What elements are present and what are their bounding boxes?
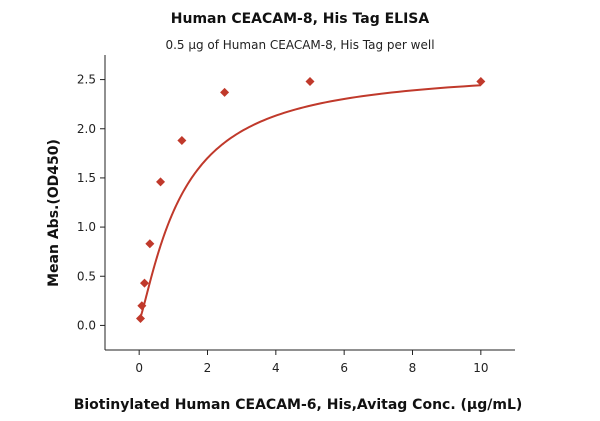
y-tick-label: 2.5	[77, 73, 96, 87]
y-axis-label: Mean Abs.(OD450)	[46, 139, 62, 287]
x-tick-label: 4	[272, 361, 280, 375]
x-tick-label: 0	[135, 361, 143, 375]
chart-subtitle: 0.5 μg of Human CEACAM-8, His Tag per we…	[165, 38, 434, 52]
y-tick-label: 2.0	[77, 122, 96, 136]
fit-curve	[139, 84, 481, 318]
data-point	[476, 77, 486, 87]
x-tick-label: 6	[340, 361, 348, 375]
data-point	[305, 77, 315, 87]
y-tick-label: 0.5	[77, 269, 96, 283]
x-tick-label: 8	[409, 361, 417, 375]
data-point	[177, 136, 187, 146]
plot-area: 0.0 0.5 1.0 1.5 2.0 2.5 0 2 4 6 8 10	[77, 55, 515, 375]
data-point	[220, 87, 230, 97]
chart-title: Human CEACAM-8, His Tag ELISA	[171, 11, 430, 27]
data-point	[137, 301, 147, 311]
y-tick-label: 1.5	[77, 171, 96, 185]
x-tick-label: 2	[204, 361, 212, 375]
y-tick-label: 1.0	[77, 220, 96, 234]
data-point	[156, 177, 166, 187]
x-axis-ticks: 0 2 4 6 8 10	[135, 350, 488, 375]
data-point	[139, 278, 149, 288]
y-axis-ticks: 0.0 0.5 1.0 1.5 2.0 2.5	[77, 73, 105, 332]
y-tick-label: 0.0	[77, 318, 96, 332]
x-tick-label: 10	[473, 361, 488, 375]
data-point	[135, 314, 145, 324]
data-point	[145, 239, 155, 249]
x-axis-label: Biotinylated Human CEACAM-6, His,Avitag …	[74, 397, 523, 413]
data-points	[135, 77, 486, 324]
